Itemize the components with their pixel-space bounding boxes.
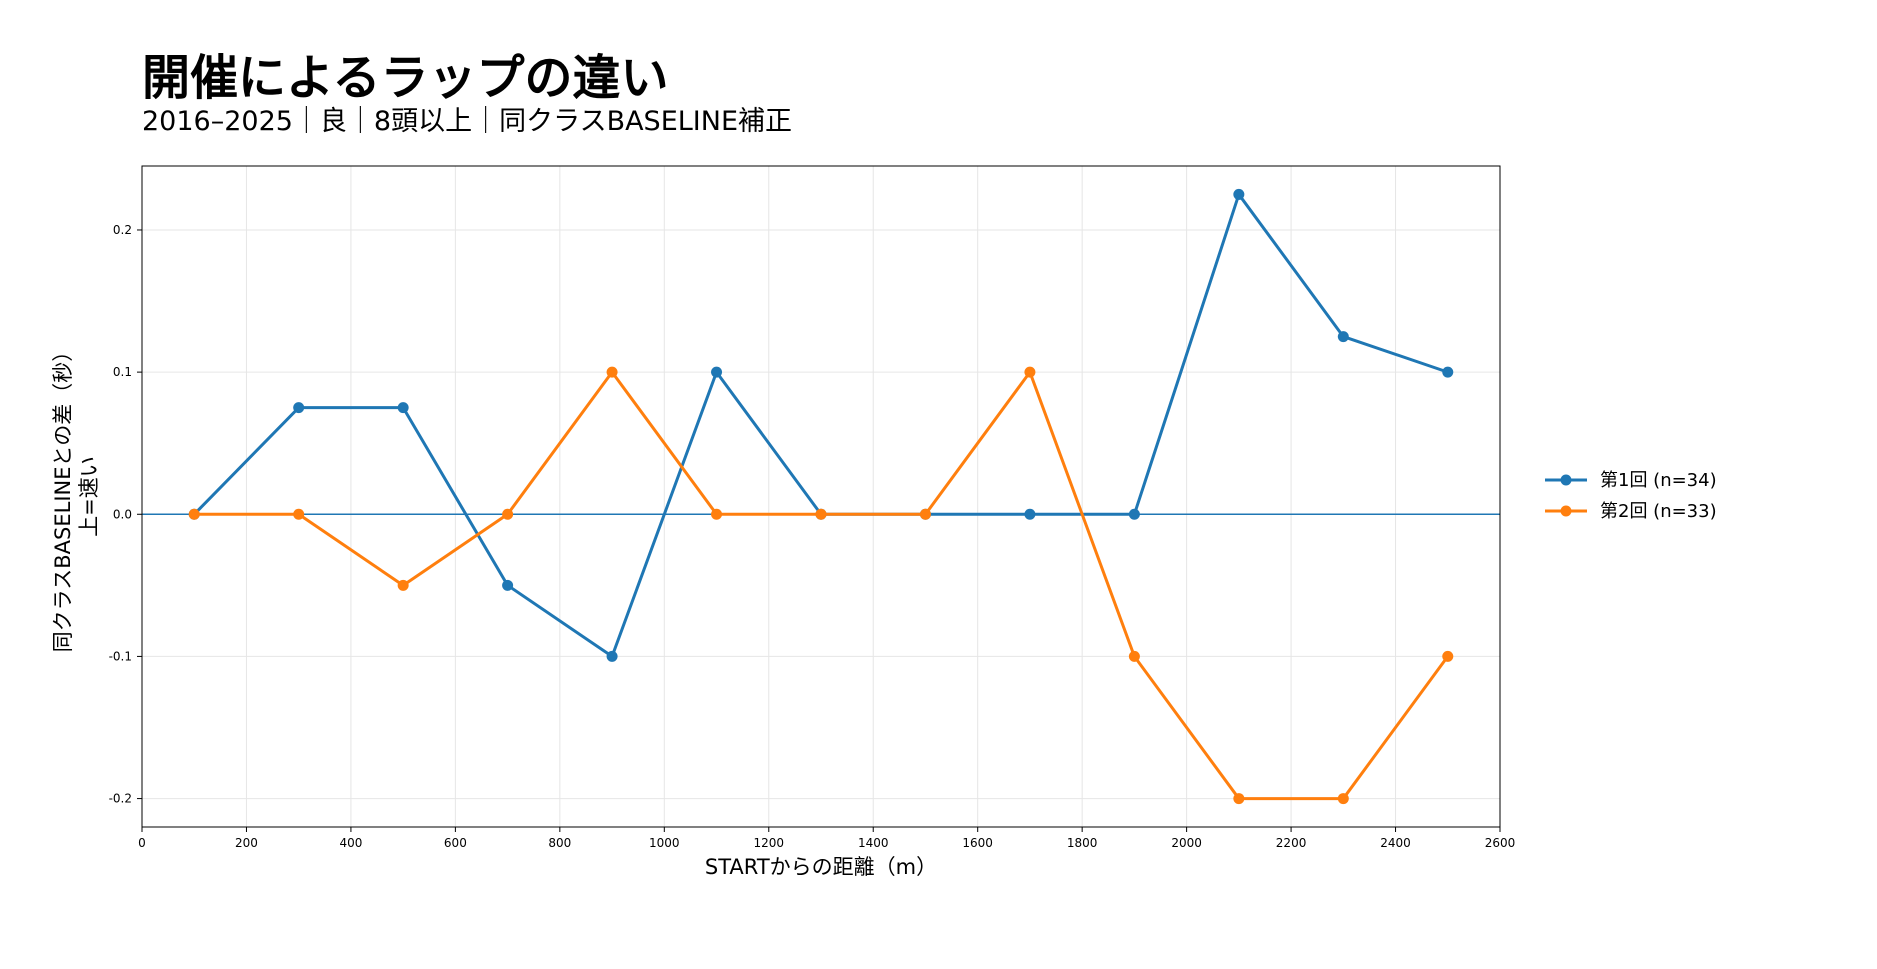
plot-frame (141, 165, 1501, 828)
x-tick-label: 1600 (962, 836, 993, 850)
x-tick-label: 2600 (1485, 836, 1516, 850)
data-point (188, 508, 200, 520)
x-tick-label: 1200 (753, 836, 784, 850)
x-tick-label: 2000 (1171, 836, 1202, 850)
x-tick-label: 200 (235, 836, 258, 850)
legend: 第1回 (n=34) 第2回 (n=33) (1545, 470, 1717, 522)
data-point (293, 402, 305, 414)
legend-marker (1560, 505, 1572, 517)
data-point (1337, 793, 1349, 805)
data-point (711, 366, 723, 378)
y-axis-ticks: -0.2 -0.1 0.0 0.1 0.2 (109, 223, 142, 806)
data-point (711, 508, 723, 520)
chart-title: 開催によるラップの違い (142, 50, 669, 106)
data-point (1233, 188, 1245, 200)
x-tick-label: 0 (138, 836, 146, 850)
data-point (502, 508, 514, 520)
data-point (1442, 366, 1454, 378)
data-point (1337, 331, 1349, 343)
x-tick-label: 600 (444, 836, 467, 850)
data-point (815, 508, 827, 520)
x-tick-label: 2400 (1380, 836, 1411, 850)
legend-item: 第2回 (n=33) (1545, 501, 1717, 522)
grid-lines (141, 166, 1501, 827)
data-point (397, 579, 409, 591)
data-point (1128, 650, 1140, 662)
x-tick-label: 1400 (858, 836, 889, 850)
data-point (606, 650, 618, 662)
data-point (606, 366, 618, 378)
y-axis-label: 同クラスBASELINEとの差（秒） 上=速い (51, 341, 101, 653)
data-point (293, 508, 305, 520)
data-point (1233, 793, 1245, 805)
x-tick-label: 400 (339, 836, 362, 850)
legend-label: 第1回 (n=34) (1600, 470, 1717, 491)
chart-subtitle: 2016–2025｜良｜8頭以上｜同クラスBASELINE補正 (142, 106, 793, 137)
x-axis-ticks: 0 200 400 600 800 1000 1200 1400 1600 1800 2000 220… (138, 827, 1515, 850)
data-point (502, 579, 514, 591)
series-layer (188, 188, 1454, 805)
y-tick-label: 0.1 (113, 365, 132, 379)
series-line (193, 192, 1449, 658)
legend-label: 第2回 (n=33) (1600, 501, 1717, 522)
x-tick-label: 800 (548, 836, 571, 850)
data-point (1442, 650, 1454, 662)
data-point (919, 508, 931, 520)
series-2 (188, 366, 1454, 805)
x-axis-label: STARTからの距離（m） (705, 855, 937, 879)
x-tick-label: 2200 (1276, 836, 1307, 850)
y-tick-label: 0.0 (113, 507, 132, 521)
legend-item: 第1回 (n=34) (1545, 470, 1717, 491)
y-tick-label: 0.2 (113, 223, 132, 237)
x-tick-label: 1800 (1067, 836, 1098, 850)
data-point (1024, 508, 1036, 520)
y-axis-label-line2: 上=速い (77, 456, 101, 537)
series-line (194, 370, 1449, 801)
y-axis-label-line1: 同クラスBASELINEとの差（秒） (51, 341, 75, 653)
legend-marker (1560, 474, 1572, 486)
y-tick-label: -0.2 (109, 792, 132, 806)
data-point (397, 402, 409, 414)
data-point (1024, 366, 1036, 378)
x-tick-label: 1000 (649, 836, 680, 850)
data-point (1128, 508, 1140, 520)
series-1 (188, 188, 1454, 662)
y-tick-label: -0.1 (109, 649, 132, 663)
